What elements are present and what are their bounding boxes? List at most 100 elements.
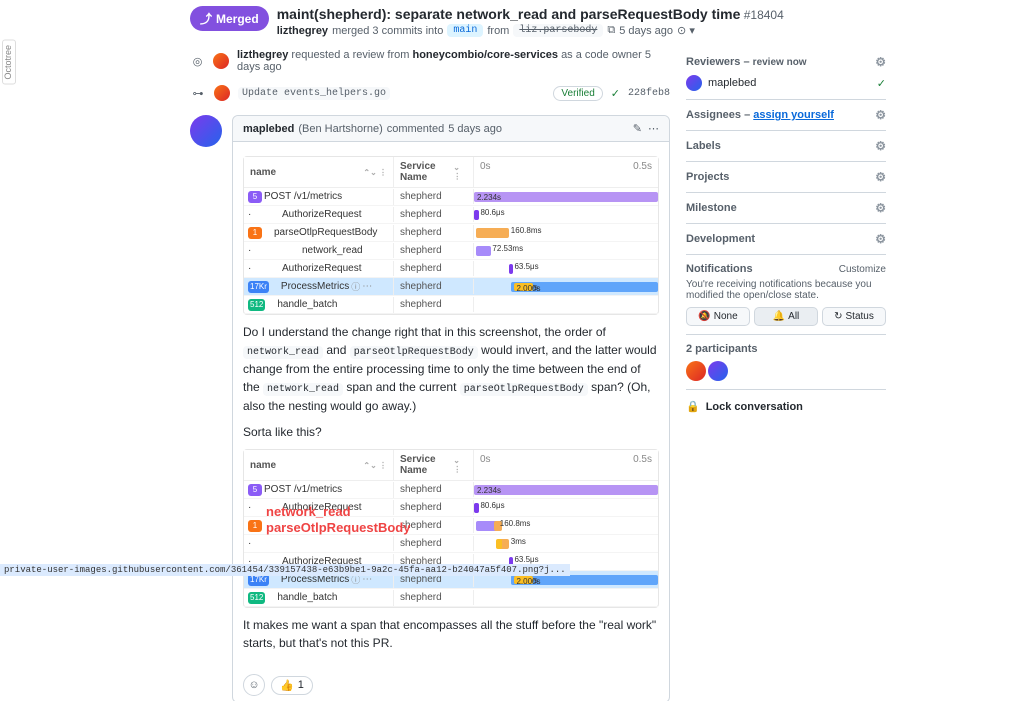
reviewer-name[interactable]: maplebed xyxy=(708,77,756,89)
assignees-title: Assignees xyxy=(686,109,741,121)
trace-row[interactable]: ·AuthorizeRequestshepherd80.6μs xyxy=(244,499,658,517)
span-duration: 3ms xyxy=(511,537,526,546)
sync-icon: ↻ xyxy=(834,311,842,322)
span-count-badge: 5 xyxy=(248,484,262,496)
trace-row[interactable]: 5POST /v1/metricsshepherd2.234s xyxy=(244,481,658,499)
trace-service: shepherd xyxy=(394,189,474,204)
trace-row[interactable]: 1parseOtlpRequestBodyshepherd160.8ms xyxy=(244,224,658,242)
col-name[interactable]: name⌃⌄ ⋮ xyxy=(244,157,394,187)
span-duration: 80.6μs xyxy=(480,208,504,217)
trace-row[interactable]: 512handle_batchshepherd xyxy=(244,296,658,314)
gear-icon[interactable]: ⚙ xyxy=(875,108,886,122)
comment-time[interactable]: 5 days ago xyxy=(448,123,502,135)
span-count-badge: 512 xyxy=(248,299,265,311)
span-bar xyxy=(474,503,479,513)
milestone-title: Milestone xyxy=(686,202,737,214)
notif-none-button[interactable]: 🔕None xyxy=(686,307,750,326)
span-count-badge: 1 xyxy=(248,520,262,532)
comment-author[interactable]: maplebed xyxy=(243,123,294,135)
gear-icon[interactable]: ⚙ xyxy=(875,55,886,69)
trace-row[interactable]: 512handle_batchshepherd xyxy=(244,589,658,607)
trace-row[interactable]: ·AuthorizeRequestshepherd63.5μs xyxy=(244,260,658,278)
customize-link[interactable]: Customize xyxy=(839,264,886,275)
commit-event: ⊶ Update events_helpers.go Verified ✓ 22… xyxy=(190,79,670,107)
reaction-pill[interactable]: 👍 1 xyxy=(271,676,313,695)
review-now-link[interactable]: review now xyxy=(753,57,807,68)
eye-icon: ◎ xyxy=(190,53,205,69)
base-branch[interactable]: main xyxy=(447,24,483,37)
trace-screenshot-1: name⌃⌄ ⋮Service Name⌄ ⋮0s0.5s5POST /v1/m… xyxy=(243,156,659,315)
span-duration: 72.53ms xyxy=(492,244,523,253)
assign-yourself-link[interactable]: assign yourself xyxy=(753,109,834,121)
notif-all-button[interactable]: 🔔All xyxy=(754,307,818,326)
add-reaction-button[interactable]: ☺ xyxy=(243,674,265,696)
merged-badge: Merged xyxy=(190,6,269,31)
span-duration: 63.5μs xyxy=(514,555,538,564)
event-team[interactable]: honeycombio/core-services xyxy=(412,49,558,61)
trace-screenshot-2: name⌃⌄ ⋮Service Name⌄ ⋮0s0.5s5POST /v1/m… xyxy=(243,449,659,608)
trace-service: shepherd xyxy=(394,225,474,240)
history-caret-icon[interactable]: ⊙ ▾ xyxy=(677,24,695,37)
trace-row[interactable]: 1shepherd160.8ms xyxy=(244,517,658,535)
projects-title: Projects xyxy=(686,171,729,183)
notif-status-button[interactable]: ↻Status xyxy=(822,307,886,326)
verified-badge[interactable]: Verified xyxy=(553,86,602,101)
span-duration: 160.8ms xyxy=(511,226,542,235)
statusbar-url: private-user-images.githubusercontent.co… xyxy=(0,564,570,576)
trace-row[interactable]: 17KrProcessMetrics ⓘ ⋯shepherd2.000s2.00… xyxy=(244,278,658,296)
head-branch[interactable]: liz.parsebody xyxy=(513,24,603,37)
span-bar: 2.234s xyxy=(474,192,658,202)
col-time: 0s0.5s xyxy=(474,450,658,480)
trace-row[interactable]: ·shepherd3ms xyxy=(244,535,658,553)
avatar[interactable] xyxy=(708,361,728,381)
more-icon[interactable]: ⋯ xyxy=(362,281,372,292)
col-name[interactable]: name⌃⌄ ⋮ xyxy=(244,450,394,480)
col-service[interactable]: Service Name⌄ ⋮ xyxy=(394,157,474,187)
edit-icon[interactable]: ✎ xyxy=(633,122,642,135)
info-icon[interactable]: ⓘ xyxy=(351,280,360,293)
check-icon: ✓ xyxy=(877,77,886,90)
span-bar: 2.234s xyxy=(474,485,658,495)
col-time: 0s0.5s xyxy=(474,157,658,187)
trace-row[interactable]: 5POST /v1/metricsshepherd2.234s xyxy=(244,188,658,206)
trace-row[interactable]: ·network_readshepherd72.53ms xyxy=(244,242,658,260)
span-count-badge: 1 xyxy=(248,227,262,239)
col-service[interactable]: Service Name⌄ ⋮ xyxy=(394,450,474,480)
merged-time: 5 days ago xyxy=(619,25,673,37)
avatar[interactable] xyxy=(686,361,706,381)
kebab-icon[interactable]: ⋯ xyxy=(648,122,659,135)
gear-icon[interactable]: ⚙ xyxy=(875,201,886,215)
octotree-tab[interactable]: Octotree xyxy=(2,40,16,85)
lock-icon: 🔒 xyxy=(686,400,700,413)
event-user[interactable]: lizthegrey xyxy=(237,49,288,61)
lock-conversation[interactable]: 🔒 Lock conversation xyxy=(686,390,886,413)
commenter-avatar[interactable] xyxy=(190,115,222,147)
commit-message[interactable]: Update events_helpers.go xyxy=(238,87,390,100)
gear-icon[interactable]: ⚙ xyxy=(875,139,886,153)
trace-row[interactable]: ·AuthorizeRequestshepherd80.6μs xyxy=(244,206,658,224)
bell-icon: 🔔 xyxy=(773,311,785,322)
span-bar xyxy=(476,228,509,238)
comment-paragraph: Do I understand the change right that in… xyxy=(243,323,659,415)
notifications-title: Notifications xyxy=(686,263,753,275)
pr-number: #18404 xyxy=(744,8,784,22)
span-bar: 2.000s xyxy=(514,283,532,291)
avatar[interactable] xyxy=(214,85,230,101)
avatar[interactable] xyxy=(213,53,229,69)
avatar[interactable] xyxy=(686,75,702,91)
gear-icon[interactable]: ⚙ xyxy=(875,232,886,246)
commit-sha[interactable]: 228feb8 xyxy=(628,88,670,99)
span-bar xyxy=(509,264,513,274)
pr-title[interactable]: maint(shepherd): separate network_read a… xyxy=(277,6,741,22)
trace-service: shepherd xyxy=(394,243,474,258)
span-count-badge: 512 xyxy=(248,592,265,604)
copy-icon[interactable]: ⧉ xyxy=(607,24,615,37)
comment-verb: commented xyxy=(387,123,444,135)
notifications-desc: You're receiving notifications because y… xyxy=(686,279,886,301)
gear-icon[interactable]: ⚙ xyxy=(875,170,886,184)
pr-author[interactable]: lizthegrey xyxy=(277,25,328,37)
trace-service: shepherd xyxy=(394,279,474,294)
span-bar: 2.000s xyxy=(514,576,532,584)
participants-title: 2 participants xyxy=(686,343,758,355)
span-bar xyxy=(496,539,502,549)
